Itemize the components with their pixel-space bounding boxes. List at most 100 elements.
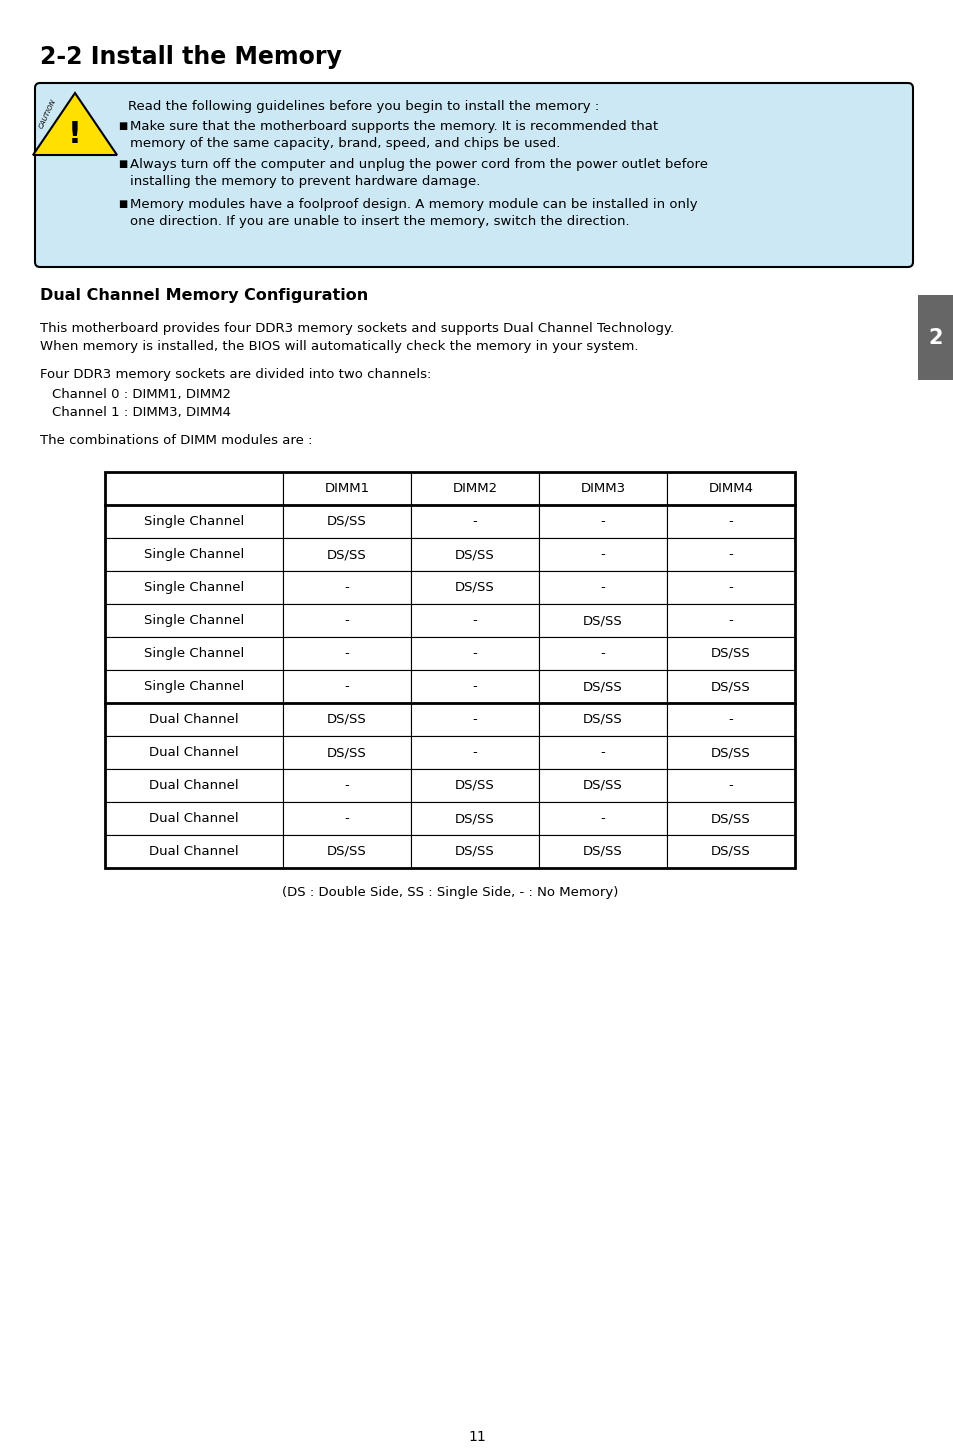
Bar — [538, 835, 666, 868]
Text: -: - — [600, 515, 605, 529]
Text: DS/SS: DS/SS — [582, 680, 622, 693]
Polygon shape — [33, 93, 117, 155]
Bar — [538, 505, 666, 539]
Bar — [105, 835, 283, 868]
Bar — [411, 571, 538, 604]
Text: DS/SS: DS/SS — [327, 746, 367, 759]
Text: Single Channel: Single Channel — [144, 614, 244, 627]
Text: DIMM3: DIMM3 — [579, 482, 625, 495]
Text: Memory modules have a foolproof design. A memory module can be installed in only: Memory modules have a foolproof design. … — [130, 197, 697, 228]
Text: Single Channel: Single Channel — [144, 515, 244, 529]
Bar — [538, 637, 666, 669]
Bar — [105, 802, 283, 835]
Bar — [666, 604, 794, 637]
Bar — [538, 736, 666, 770]
Text: DS/SS: DS/SS — [710, 680, 750, 693]
Text: -: - — [344, 581, 349, 594]
Bar — [411, 472, 538, 505]
Bar — [538, 604, 666, 637]
Bar — [105, 539, 283, 571]
Text: DS/SS: DS/SS — [327, 547, 367, 560]
Bar — [105, 703, 283, 736]
Bar — [283, 539, 411, 571]
Bar — [283, 505, 411, 539]
Text: -: - — [600, 581, 605, 594]
Bar — [411, 604, 538, 637]
Text: -: - — [728, 713, 733, 726]
Text: DIMM4: DIMM4 — [708, 482, 753, 495]
Bar — [283, 571, 411, 604]
Text: When memory is installed, the BIOS will automatically check the memory in your s: When memory is installed, the BIOS will … — [40, 340, 638, 353]
Bar — [283, 802, 411, 835]
Text: DIMM1: DIMM1 — [324, 482, 369, 495]
Text: Four DDR3 memory sockets are divided into two channels:: Four DDR3 memory sockets are divided int… — [40, 367, 431, 380]
Bar — [411, 539, 538, 571]
Bar — [105, 770, 283, 802]
Text: Channel 1 : DIMM3, DIMM4: Channel 1 : DIMM3, DIMM4 — [52, 407, 231, 420]
Text: DS/SS: DS/SS — [582, 713, 622, 726]
Text: -: - — [728, 614, 733, 627]
Bar — [283, 703, 411, 736]
Text: DS/SS: DS/SS — [710, 812, 750, 825]
Bar — [411, 703, 538, 736]
Text: DS/SS: DS/SS — [455, 547, 495, 560]
Text: -: - — [472, 680, 476, 693]
Text: Single Channel: Single Channel — [144, 680, 244, 693]
Text: DS/SS: DS/SS — [455, 812, 495, 825]
Text: -: - — [344, 614, 349, 627]
Text: -: - — [728, 547, 733, 560]
Bar — [283, 736, 411, 770]
Bar — [666, 505, 794, 539]
Text: -: - — [344, 648, 349, 661]
Bar — [105, 505, 283, 539]
Bar — [105, 736, 283, 770]
Text: DS/SS: DS/SS — [327, 713, 367, 726]
Text: DS/SS: DS/SS — [327, 845, 367, 858]
Text: -: - — [728, 780, 733, 791]
Text: -: - — [600, 648, 605, 661]
Bar — [283, 770, 411, 802]
Text: -: - — [344, 780, 349, 791]
Text: CAUTION: CAUTION — [38, 97, 57, 129]
Text: -: - — [728, 515, 733, 529]
Bar — [411, 669, 538, 703]
Bar — [538, 472, 666, 505]
Bar — [666, 835, 794, 868]
Text: -: - — [472, 648, 476, 661]
Bar — [666, 637, 794, 669]
Text: ■: ■ — [118, 121, 127, 131]
Bar — [283, 669, 411, 703]
Text: This motherboard provides four DDR3 memory sockets and supports Dual Channel Tec: This motherboard provides four DDR3 memo… — [40, 322, 674, 335]
Text: 2: 2 — [928, 328, 943, 347]
Bar — [538, 703, 666, 736]
Bar — [538, 571, 666, 604]
Text: DS/SS: DS/SS — [582, 780, 622, 791]
Text: -: - — [728, 581, 733, 594]
Bar — [666, 703, 794, 736]
Text: 11: 11 — [468, 1430, 485, 1443]
Text: DS/SS: DS/SS — [582, 614, 622, 627]
Text: The combinations of DIMM modules are :: The combinations of DIMM modules are : — [40, 434, 313, 447]
Bar — [538, 802, 666, 835]
Bar — [666, 802, 794, 835]
Text: -: - — [472, 515, 476, 529]
Text: -: - — [344, 812, 349, 825]
Text: Always turn off the computer and unplug the power cord from the power outlet bef: Always turn off the computer and unplug … — [130, 158, 707, 187]
Bar — [411, 637, 538, 669]
Text: Dual Channel: Dual Channel — [149, 780, 238, 791]
Bar — [283, 604, 411, 637]
Text: DS/SS: DS/SS — [582, 845, 622, 858]
Text: DS/SS: DS/SS — [710, 648, 750, 661]
Bar — [666, 472, 794, 505]
Text: ■: ■ — [118, 160, 127, 168]
Bar — [105, 604, 283, 637]
Text: -: - — [600, 547, 605, 560]
Text: Dual Channel: Dual Channel — [149, 713, 238, 726]
Bar — [411, 770, 538, 802]
Bar — [538, 770, 666, 802]
Text: -: - — [472, 614, 476, 627]
Text: DS/SS: DS/SS — [327, 515, 367, 529]
Text: Dual Channel: Dual Channel — [149, 746, 238, 759]
Text: Dual Channel: Dual Channel — [149, 812, 238, 825]
Text: Read the following guidelines before you begin to install the memory :: Read the following guidelines before you… — [128, 100, 598, 113]
